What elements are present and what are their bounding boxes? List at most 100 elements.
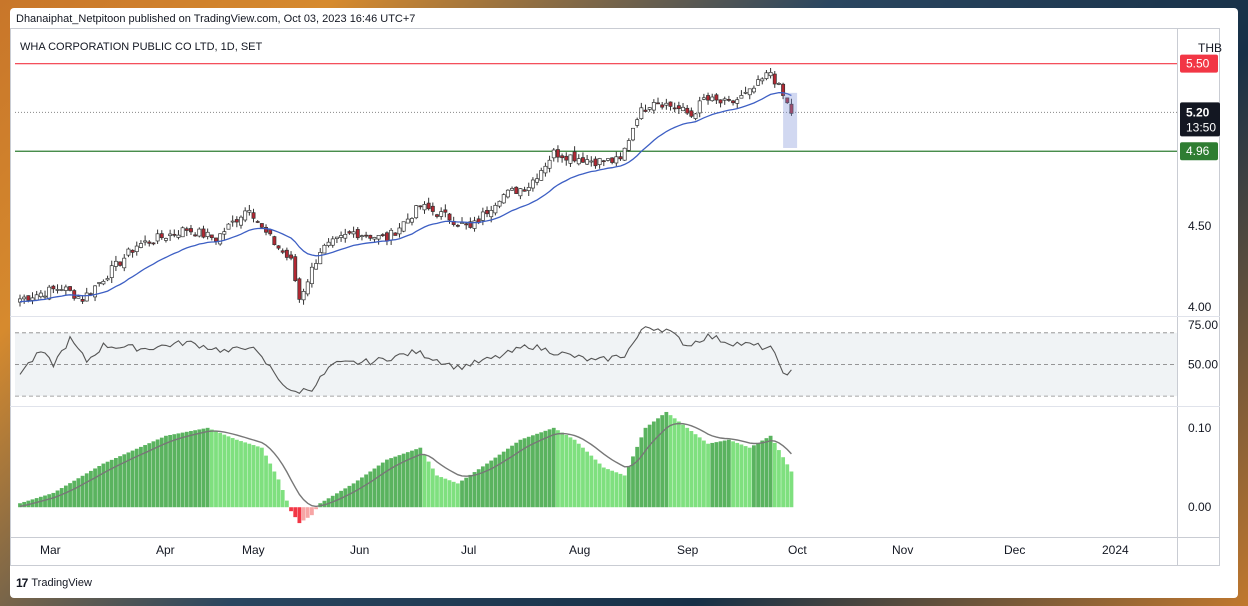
candle-body xyxy=(226,223,231,230)
candle-body xyxy=(26,295,31,301)
histogram-bar xyxy=(672,418,677,508)
histogram-bar xyxy=(597,463,602,508)
rsi-line xyxy=(19,326,792,394)
histogram-bar xyxy=(326,498,331,508)
candle-body xyxy=(422,204,427,211)
histogram-bar xyxy=(214,431,218,508)
histogram-bar xyxy=(501,451,506,508)
candle-body xyxy=(706,95,711,101)
histogram-bar xyxy=(172,434,177,508)
histogram-bar xyxy=(139,446,143,508)
candle-body xyxy=(247,209,252,213)
histogram-bar xyxy=(159,437,164,508)
histogram-bar xyxy=(543,430,548,508)
histogram-bar xyxy=(518,439,523,508)
candle-body xyxy=(155,233,160,242)
histogram-bar xyxy=(243,442,248,508)
histogram-bar xyxy=(151,441,156,508)
candle-body xyxy=(756,79,761,86)
histogram-bar xyxy=(764,438,769,508)
candle-body xyxy=(393,232,398,236)
histogram-bar xyxy=(426,461,431,508)
histogram-bar xyxy=(735,442,740,508)
level-price-label: 5.50 xyxy=(1186,57,1210,71)
candle-body xyxy=(414,205,419,219)
candle-body xyxy=(580,157,585,163)
histogram-bar xyxy=(322,500,327,508)
candle-body xyxy=(618,156,623,160)
candle-body xyxy=(314,263,319,270)
histogram-bar xyxy=(101,463,106,508)
candle-body xyxy=(610,157,615,163)
candle-body xyxy=(485,209,489,215)
histogram-bar xyxy=(539,432,544,508)
candle-body xyxy=(626,140,631,151)
histogram-bar xyxy=(255,446,260,508)
histogram-bar xyxy=(230,438,235,508)
candle-body xyxy=(668,101,673,107)
candle-body xyxy=(656,102,660,105)
candle-body xyxy=(439,211,444,217)
candle-body xyxy=(693,113,698,119)
candle-body xyxy=(34,294,39,301)
candle-body xyxy=(568,154,573,164)
candle-body xyxy=(776,83,781,85)
candle-body xyxy=(147,241,152,244)
histogram-bar xyxy=(184,431,189,508)
histogram-bar xyxy=(556,430,560,508)
histogram-bar xyxy=(635,446,640,508)
candle-body xyxy=(555,149,560,158)
histogram-bar xyxy=(251,445,256,508)
chart-canvas[interactable]: WHA CORPORATION PUBLIC CO LTD, 1D, SET TH… xyxy=(10,8,1238,598)
histogram-bar xyxy=(364,474,369,508)
level-price-badge xyxy=(1180,54,1218,73)
candle-body xyxy=(751,87,756,93)
candle-body xyxy=(435,214,439,217)
histogram-bar xyxy=(647,424,652,508)
candle-body xyxy=(209,234,214,239)
histogram-bar xyxy=(293,507,298,518)
histogram-bar xyxy=(401,453,406,508)
candle-body xyxy=(560,155,565,159)
candle-body xyxy=(322,244,327,254)
histogram-bar xyxy=(380,462,385,508)
candle-body xyxy=(505,189,510,198)
histogram-bar xyxy=(439,477,444,508)
candle-body xyxy=(772,73,777,85)
tradingview-logo[interactable]: 17 TradingView xyxy=(16,576,92,590)
publisher-line: Dhanaiphat_Netpitoon published on Tradin… xyxy=(16,13,416,25)
histogram-bar xyxy=(664,411,669,508)
candle-body xyxy=(143,240,148,243)
time-axis-label: Nov xyxy=(892,543,913,557)
histogram-bar xyxy=(414,449,419,508)
histogram-bar xyxy=(218,432,223,508)
histogram-bar xyxy=(105,461,110,508)
candle-body xyxy=(18,298,22,303)
histogram-bar xyxy=(697,437,702,508)
candle-body xyxy=(480,211,485,221)
histogram-bar xyxy=(522,438,527,508)
candle-body xyxy=(501,194,506,204)
histogram-bar xyxy=(626,465,631,508)
histogram-bar xyxy=(789,471,794,508)
time-axis-label: Jul xyxy=(461,543,476,557)
candle-body xyxy=(93,285,98,298)
candle-body xyxy=(84,292,89,302)
time-axis-label: Oct xyxy=(788,543,807,557)
candle-body xyxy=(672,107,677,110)
candle-body xyxy=(293,256,298,281)
candle-body xyxy=(418,205,423,208)
candle-body xyxy=(660,104,665,108)
time-axis-label: Dec xyxy=(1004,543,1025,557)
histogram-bar xyxy=(777,450,781,508)
histogram-bar xyxy=(430,468,435,508)
level-price-badge xyxy=(1180,142,1218,161)
histogram-bar xyxy=(551,427,556,508)
candle-body xyxy=(426,202,431,210)
histogram-bar xyxy=(297,507,302,524)
candle-body xyxy=(168,233,173,237)
candle-body xyxy=(51,285,56,290)
histogram-bar xyxy=(351,483,356,508)
histogram-bar xyxy=(72,480,77,508)
candle-body xyxy=(151,242,156,245)
